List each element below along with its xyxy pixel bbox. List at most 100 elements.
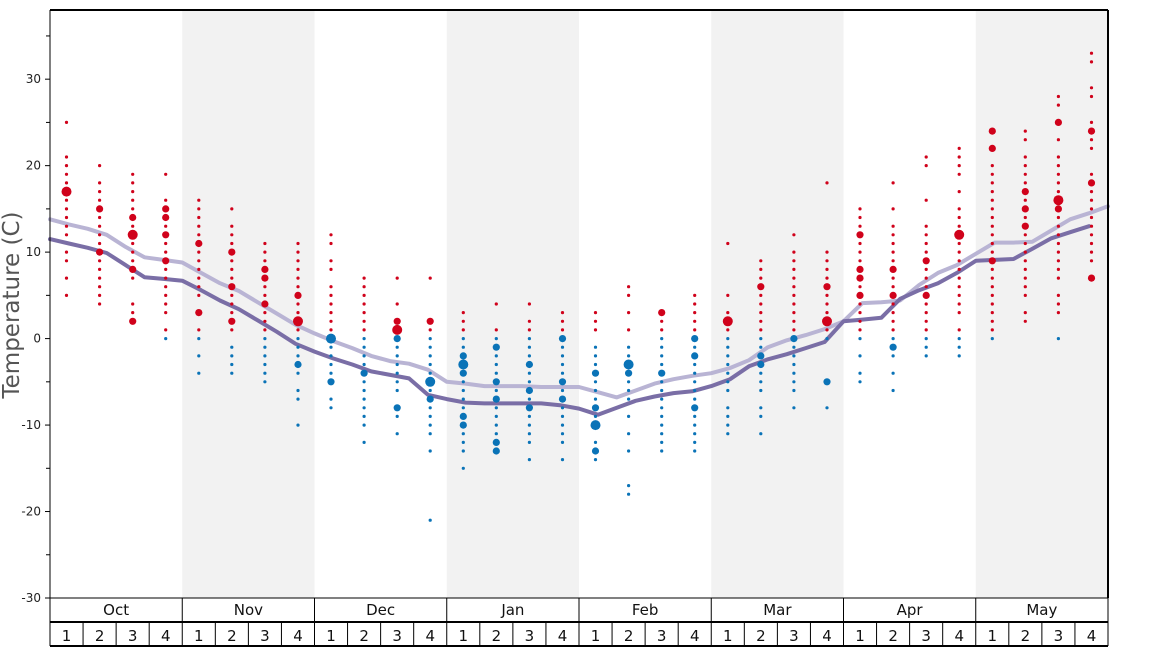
temperature-dot [329,328,333,332]
temperature-dot [461,345,465,349]
temperature-dot [822,316,832,327]
temperature-dot [329,362,333,367]
temperature-dot [64,293,69,297]
temperature-dot [395,276,399,280]
temperature-dot [492,447,500,455]
temperature-dot [722,316,733,327]
temperature-dot [98,190,102,194]
temperature-dot [395,371,399,375]
temperature-dot [164,224,168,228]
temperature-dot [461,466,465,470]
temperature-dot [759,267,763,271]
temperature-dot [990,311,994,315]
temperature-dot [693,311,697,315]
temperature-dot [329,406,333,410]
temperature-dot [228,283,236,291]
temperature-dot [1056,259,1060,263]
temperature-dot [660,319,664,323]
temperature-dot [98,181,102,185]
temperature-dot [1087,127,1096,135]
temperature-dot [197,250,201,254]
temperature-dot [726,414,730,418]
temperature-dot [891,354,895,358]
month-shading-bands [182,10,1108,598]
week-label: 3 [789,627,799,645]
temperature-dot [693,362,697,367]
temperature-dot [957,285,961,289]
temperature-dot [858,371,862,375]
temperature-dot [856,265,864,273]
temperature-dot [494,423,498,427]
temperature-dot [1089,215,1094,220]
temperature-dot [693,371,697,375]
temperature-dot [891,337,895,341]
temperature-dot [625,369,633,377]
temperature-dot [759,302,763,306]
temperature-dot [825,337,829,341]
temperature-dot [131,198,135,202]
temperature-dot [527,423,532,427]
temperature-dot [494,388,498,393]
temperature-dot [660,354,664,358]
temperature-dot [924,267,928,271]
temperature-dot [362,337,366,341]
temperature-dot [891,224,895,228]
temperature-dot [957,337,961,341]
temperature-dot [296,337,300,341]
temperature-dot [1089,207,1094,211]
temperature-dot [858,319,862,323]
temperature-dot [990,267,994,271]
temperature-dot [230,362,234,367]
temperature-dot [129,213,137,222]
temperature-dot [627,380,631,384]
temperature-dot [1089,146,1094,150]
temperature-dot [560,406,565,410]
temperature-dot [593,458,598,462]
temperature-dot [957,328,961,332]
temperature-dot [560,328,565,332]
month-label-dec: Dec [366,601,395,619]
temperature-dot [660,328,664,332]
temperature-dot [494,414,498,418]
temperature-dot [1023,276,1027,280]
week-label: 1 [459,627,469,645]
temperature-dot [294,291,302,299]
temperature-dot [494,362,498,367]
week-label: 2 [624,627,634,645]
temperature-dot [428,371,432,375]
temperature-dot [263,371,267,375]
x-axis-months-weeks: Oct 1 2 3 4 Nov 1 2 3 4 Dec 1 2 3 4 Jan 1 2 3 4 Feb 1 2 3 4 Mar 1 2… [49,597,1109,647]
temperature-dot [428,276,432,280]
temperature-dot [759,311,763,315]
temperature-dot [858,207,862,211]
week-label: 1 [855,627,865,645]
temperature-dot [891,276,895,280]
temperature-dot [428,328,432,332]
y-tick-label: 0 [33,332,41,346]
temperature-dot [197,215,201,220]
temperature-dot [98,215,102,220]
temperature-dot [891,371,895,375]
temperature-dot [924,345,928,349]
line-upper-average [48,204,1110,400]
temperature-dot [1056,155,1060,159]
temperature-dot [525,386,534,395]
week-label: 2 [227,627,237,645]
temperature-dot [1087,274,1096,282]
temperature-dot [726,380,730,384]
temperature-dot [660,406,664,410]
temperature-dot [296,354,300,358]
week-label: 4 [558,627,568,645]
temperature-dot [627,354,631,358]
temperature-dot [990,172,994,176]
temperature-dot [957,172,961,176]
temperature-dot [792,276,796,280]
temperature-dot [1054,205,1062,213]
temperature-dot [362,328,366,332]
temperature-dot [627,414,631,418]
temperature-dot [98,241,102,246]
temperature-dot [64,181,69,185]
temperature-dot [858,224,862,228]
temperature-dot [228,317,236,325]
